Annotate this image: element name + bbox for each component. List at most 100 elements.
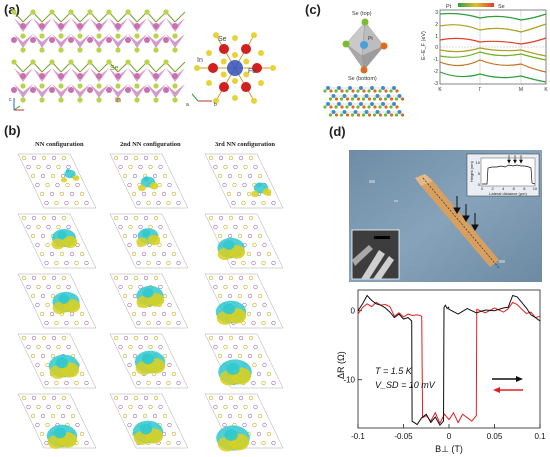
charge-density-cell: [204, 333, 284, 389]
svg-text:M: M: [519, 87, 523, 93]
band-xticks: K Γ M K: [438, 87, 548, 93]
annotation-temperature: T = 1.5 K: [375, 366, 413, 376]
panel-d-magnetoresistance-chart: -0.1 -0.05 0 0.05 0.1 0 -10 T = 1.5 K V_SD = 1…: [336, 289, 546, 454]
x-tick-label: -0.05: [394, 432, 413, 441]
flake-arrows: [453, 196, 479, 231]
label-se-top-c: Se (top): [352, 11, 372, 17]
y-tick-label: -10: [343, 376, 355, 385]
y-tick-label: 0: [351, 307, 356, 316]
band-curve: [439, 59, 547, 73]
charge-density-cell: [109, 213, 189, 269]
band-curve: [439, 71, 547, 83]
hex-lattice-top-view: [323, 86, 405, 117]
svg-text:c: c: [9, 97, 12, 103]
svg-text:2: 2: [491, 186, 494, 191]
charge-density-cell: [17, 213, 97, 269]
x-tick-label: 0.05: [487, 432, 503, 441]
svg-text:-2: -2: [434, 69, 439, 75]
svg-text:-3: -3: [434, 81, 439, 87]
charge-density-cell: [204, 213, 284, 269]
charge-density-cell: [109, 273, 189, 329]
svg-text:Γ: Γ: [479, 87, 482, 93]
column-title-3rd-nn: 3rd NN configuration: [215, 141, 275, 148]
svg-text:8: 8: [523, 186, 526, 191]
orbital-legend: Pt Se: [446, 3, 505, 10]
svg-text:-1: -1: [434, 57, 439, 63]
svg-text:Height (nm): Height (nm): [469, 160, 474, 182]
charge-density-cell: [17, 153, 97, 209]
axes-indicator: c: [9, 97, 24, 111]
svg-text:Se: Se: [498, 4, 505, 10]
svg-text:0: 0: [435, 45, 438, 51]
svg-text:5: 5: [478, 171, 481, 176]
panel-label-c: (c): [305, 2, 321, 17]
svg-text:10: 10: [476, 160, 481, 165]
series-sweep-up: [357, 294, 541, 427]
svg-text:1: 1: [435, 34, 438, 40]
label-se-upper: Se: [110, 65, 119, 72]
svg-text:a: a: [186, 102, 189, 108]
octahedron: [342, 18, 388, 74]
scale-bar: [374, 236, 390, 239]
svg-text:Lateral distance (μm): Lateral distance (μm): [489, 191, 527, 196]
label-fe: Fe: [248, 68, 256, 75]
svg-text:2: 2: [435, 22, 438, 28]
svg-text:b: b: [214, 102, 217, 108]
svg-text:K: K: [544, 87, 548, 93]
charge-density-cell: [109, 393, 189, 449]
band-curve: [439, 23, 547, 33]
svg-text:K: K: [438, 87, 442, 93]
label-se-top: Se: [218, 36, 227, 43]
charge-density-cell: [204, 393, 284, 452]
band-curve: [439, 37, 547, 45]
x-tick-label: -0.1: [351, 432, 365, 441]
flake: [421, 181, 499, 267]
x-tick-label: 0: [447, 432, 452, 441]
charge-density-cell: [109, 333, 189, 389]
panel-d-micrograph: 10 5 0 0 2 4 6 8 10 Lateral distance (μm…: [349, 150, 542, 282]
column-title-2nd-nn: 2nd NN configuration: [120, 141, 181, 148]
panel-b-charge-density-grid: [17, 153, 284, 452]
svg-text:0: 0: [478, 182, 481, 187]
band-curve: [439, 51, 547, 61]
band-curve: [439, 12, 547, 21]
layered-crystal-side-view: [11, 9, 186, 103]
chart-xlabel: B⊥ (T): [435, 444, 463, 454]
label-in-upper: In: [115, 97, 121, 104]
svg-text:3: 3: [435, 10, 438, 16]
top-view-fe-dopant: [194, 32, 276, 104]
panel-label-d: (d): [329, 124, 346, 139]
sweep-arrows: [492, 376, 523, 393]
panel-label-b: (b): [4, 123, 21, 138]
svg-text:4: 4: [502, 186, 505, 191]
plot-frame: [357, 289, 541, 429]
svg-text:10: 10: [533, 186, 538, 191]
charge-density-cell: [204, 153, 284, 209]
profile-line: [422, 177, 500, 269]
label-pt-c: Pt: [368, 36, 373, 42]
panel-c-structure: Se (top) Pt Se (bottom): [323, 11, 405, 117]
label-se-bottom-c: Se (bottom): [348, 76, 377, 82]
height-profile-inset: 10 5 0 0 2 4 6 8 10 Lateral distance (μm…: [466, 153, 540, 197]
charge-density-cell: [204, 273, 284, 329]
panel-a-structure: Se In c Se In Fe a b: [9, 9, 276, 111]
charge-density-cell: [17, 333, 97, 389]
column-title-nn: NN configuration: [35, 141, 84, 148]
band-curve: [439, 47, 547, 57]
annotation-bias: V_SD = 10 mV: [375, 380, 436, 390]
charge-density-cell: [17, 273, 97, 329]
svg-text:6: 6: [513, 186, 516, 191]
label-in-top: In: [197, 57, 203, 64]
axes-indicator-top: a b: [186, 93, 217, 108]
x-tick-label: 0.1: [534, 432, 546, 441]
charge-density-cell: [17, 393, 97, 449]
chart-ylabel: ΔR (Ω): [336, 351, 346, 379]
svg-text:Pt: Pt: [446, 4, 452, 10]
svg-text:0: 0: [481, 186, 484, 191]
panel-c-band-structure: Pt Se 3 2 1 0 -1 -2 -3 E−E_F (eV) K Γ M …: [421, 3, 548, 93]
series-sweep-down: [357, 301, 541, 425]
band-ylabel: E−E_F (eV): [421, 31, 427, 60]
charge-density-cell: [109, 153, 189, 209]
band-yticks: 3 2 1 0 -1 -2 -3: [434, 10, 439, 87]
device-inset: [351, 229, 400, 280]
